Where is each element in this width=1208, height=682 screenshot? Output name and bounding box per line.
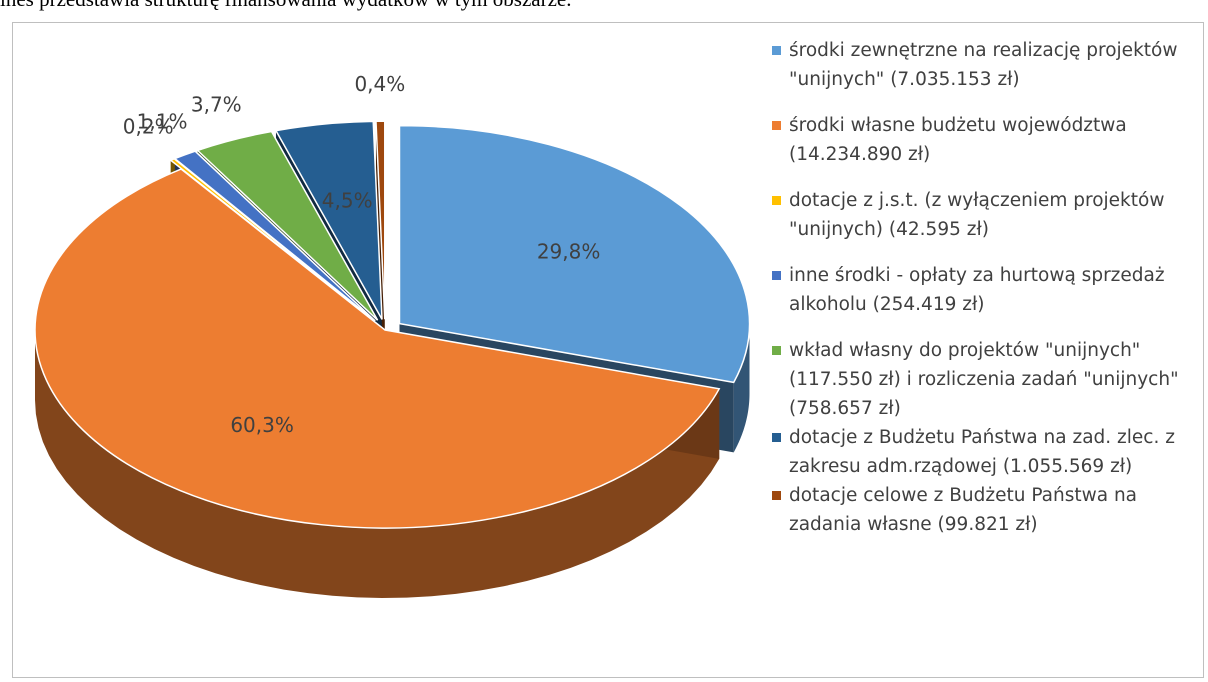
legend-item: dotacje z j.s.t. (z wyłączeniem projektó… <box>772 186 1208 244</box>
slice <box>398 124 751 384</box>
data-label: 3,7% <box>191 93 242 117</box>
data-label: 0,2% <box>123 115 174 139</box>
legend-swatch <box>772 196 781 205</box>
legend-label: dotacje celowe z Budżetu Państwa na zada… <box>789 485 1138 535</box>
legend-item: dotacje celowe z Budżetu Państwa na zada… <box>772 481 1208 539</box>
legend-item: dotacje z Budżetu Państwa na zad. zlec. … <box>772 423 1208 481</box>
slice <box>375 120 386 320</box>
legend-swatch <box>772 346 781 355</box>
legend: środki zewnętrzne na realizację projektó… <box>772 36 1208 539</box>
legend-label: inne środki - opłaty za hurtową sprzedaż… <box>789 265 1165 315</box>
caption: ines przedstawia strukturę finansowania … <box>0 0 572 12</box>
slice <box>274 120 383 320</box>
legend-item: środki zewnętrzne na realizację projektó… <box>772 36 1208 94</box>
legend-label: wkład własny do projektów "unijnych" (11… <box>789 340 1179 419</box>
legend-swatch <box>772 271 781 280</box>
slice <box>196 130 379 321</box>
data-label: 60,3% <box>230 413 294 437</box>
legend-swatch <box>772 491 781 500</box>
legend-label: środki zewnętrzne na realizację projektó… <box>789 40 1178 90</box>
legend-label: dotacje z Budżetu Państwa na zad. zlec. … <box>789 427 1175 477</box>
legend-swatch <box>772 121 781 130</box>
data-label: 4,5% <box>322 189 373 213</box>
legend-item: inne środki - opłaty za hurtową sprzedaż… <box>772 261 1208 319</box>
legend-label: środki własne budżetu województwa (14.23… <box>789 115 1127 165</box>
data-label: 29,8% <box>537 240 601 264</box>
slice <box>34 168 721 529</box>
data-label: 0,4% <box>354 72 405 96</box>
slice-side <box>35 330 720 598</box>
legend-item: wkład własny do projektów "unijnych" (11… <box>772 336 1208 423</box>
legend-swatch <box>772 46 781 55</box>
data-label: 1,1% <box>137 109 188 133</box>
chart-frame <box>12 22 1204 678</box>
slice <box>173 150 376 322</box>
legend-label: dotacje z j.s.t. (z wyłączeniem projektó… <box>789 190 1165 240</box>
legend-swatch <box>772 433 781 442</box>
legend-item: środki własne budżetu województwa (14.23… <box>772 111 1208 169</box>
slice-edge <box>375 121 385 390</box>
